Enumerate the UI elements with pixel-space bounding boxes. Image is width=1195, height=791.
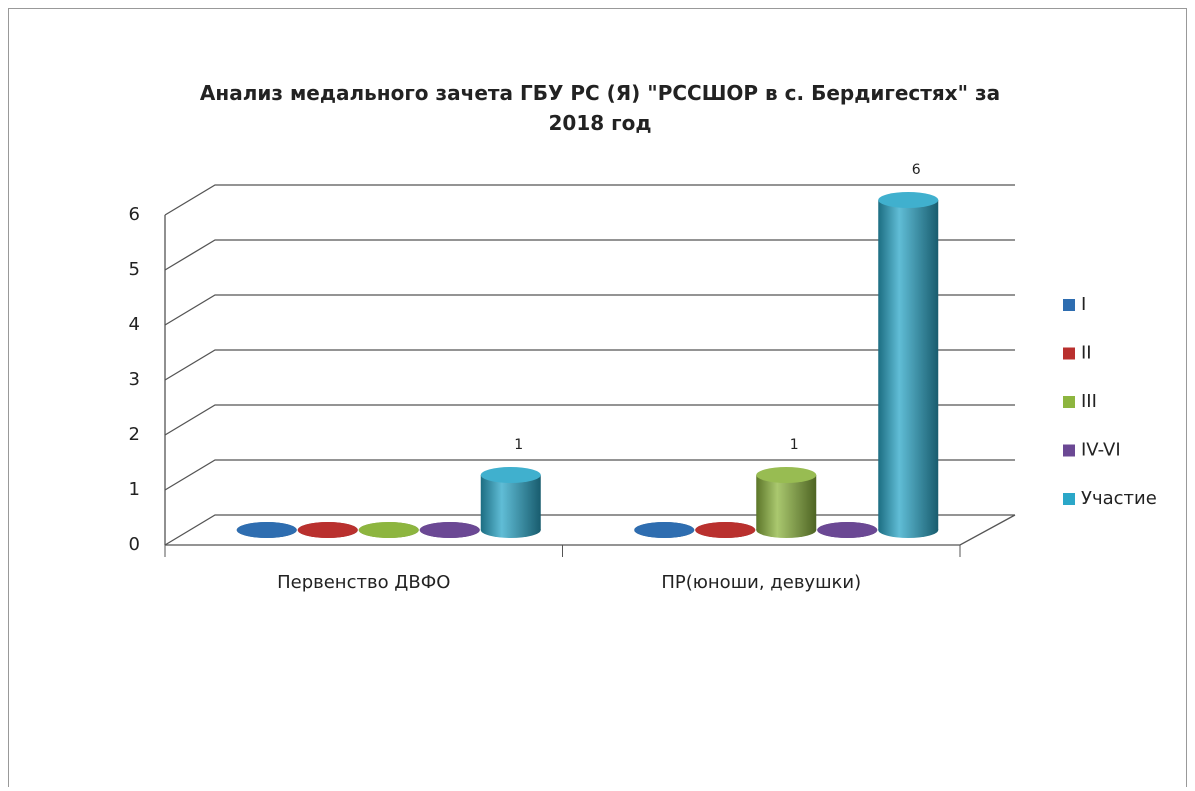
bar bbox=[236, 522, 297, 538]
bar bbox=[480, 467, 541, 538]
y-tick-label: 6 bbox=[129, 204, 140, 225]
y-tick-label: 4 bbox=[129, 314, 140, 335]
grid-line bbox=[164, 514, 1015, 546]
bar-top bbox=[236, 522, 297, 538]
x-tick-label: ПР(юноши, девушки) bbox=[661, 572, 861, 593]
chart-title: Анализ медального зачета ГБУ РС (Я) "РСС… bbox=[199, 81, 1001, 135]
bar-side bbox=[878, 200, 939, 530]
legend-label: I bbox=[1081, 294, 1086, 315]
bar-top bbox=[756, 467, 817, 483]
grid-line bbox=[164, 184, 1015, 216]
chart-border bbox=[8, 8, 1187, 791]
bar bbox=[756, 467, 817, 538]
bar bbox=[695, 522, 756, 538]
bar bbox=[419, 522, 480, 538]
legend-swatch bbox=[1063, 444, 1075, 457]
bar-top bbox=[817, 522, 878, 538]
grid-line bbox=[164, 349, 1015, 381]
bar bbox=[634, 522, 695, 538]
data-label: 1 bbox=[790, 437, 799, 453]
bar-top bbox=[419, 522, 480, 538]
y-tick-label: 1 bbox=[129, 479, 140, 500]
legend-swatch bbox=[1063, 493, 1075, 505]
y-tick-label: 2 bbox=[129, 424, 140, 445]
legend-swatch bbox=[1063, 347, 1075, 360]
bar-top bbox=[878, 192, 939, 208]
bar bbox=[817, 522, 878, 538]
legend-label: Участие bbox=[1081, 488, 1157, 509]
bar bbox=[878, 192, 939, 538]
legend-label: III bbox=[1081, 391, 1097, 412]
bar bbox=[297, 522, 358, 538]
legend-label: IV-VI bbox=[1081, 440, 1121, 461]
bar-top bbox=[358, 522, 419, 538]
y-tick-label: 5 bbox=[129, 259, 140, 280]
bar-top bbox=[695, 522, 756, 538]
y-tick-label: 0 bbox=[129, 534, 140, 555]
y-tick-label: 3 bbox=[129, 369, 140, 390]
grid-line bbox=[164, 239, 1015, 271]
legend-swatch bbox=[1063, 396, 1075, 408]
data-label: 1 bbox=[514, 437, 523, 453]
bar-top bbox=[634, 522, 695, 538]
bar-side bbox=[756, 475, 817, 530]
grid-line bbox=[164, 459, 1015, 491]
data-label: 6 bbox=[912, 162, 921, 178]
bar-top bbox=[480, 467, 541, 483]
grid-line bbox=[164, 294, 1015, 326]
x-tick-label: Первенство ДВФО bbox=[277, 572, 450, 593]
legend-label: II bbox=[1081, 343, 1092, 364]
bar-side bbox=[480, 475, 541, 530]
bar-top bbox=[297, 522, 358, 538]
bar bbox=[358, 522, 419, 538]
legend-swatch bbox=[1063, 299, 1075, 311]
grid-line bbox=[164, 404, 1015, 436]
